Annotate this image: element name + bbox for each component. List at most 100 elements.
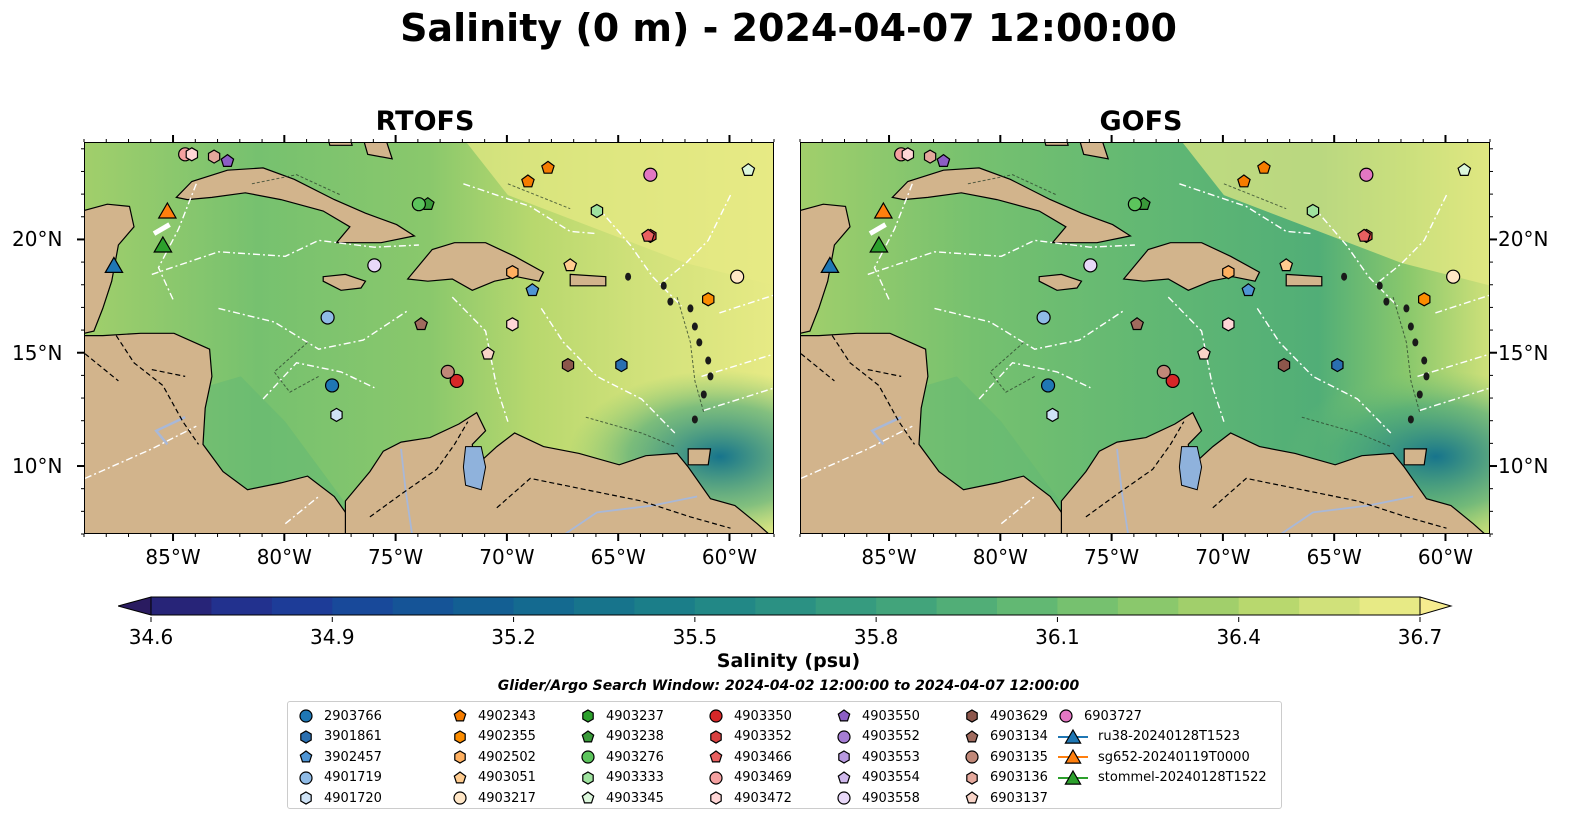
legend-label: 4902502 [478,749,536,765]
island [1423,372,1430,381]
legend-marker-hexagon [454,750,466,764]
land-jam [1038,273,1083,291]
marker-6903136 [923,149,937,164]
colorbar-segment [1178,597,1240,615]
island [1416,390,1423,399]
lon-tick-label: 70°W [479,545,535,569]
marker-2903766 [299,709,313,723]
legend-label: 4903352 [734,729,792,744]
legend-marker-pentagon [965,791,979,804]
legend-item: 4903237 [580,706,664,726]
land-pr [569,273,607,287]
marker-6903727 [1359,167,1374,182]
lon-tick-label: 80°W [972,545,1028,569]
marker-6903134 [1130,317,1145,331]
map-layers [801,143,1489,533]
marker-4902502 [1222,265,1235,280]
marker-4903333 [582,770,594,785]
marker-4902343 [521,174,535,188]
marker-4902355 [1417,292,1431,307]
country-border [151,369,186,377]
legend-item: 4903345 [580,788,664,808]
colorbar-tick-label: 36.4 [1216,625,1261,649]
legend-label: 6903137 [990,790,1048,806]
marker-4903345 [1457,162,1472,177]
land-trin [687,448,712,466]
marker-4902343 [453,709,467,722]
legend-item: 6903134 [964,727,1048,747]
marker-4903466 [709,750,723,763]
marker-4901720 [1046,407,1059,423]
legend-marker-pentagon [453,709,467,722]
marker-ru38-20240128T1523 [1064,728,1082,744]
legend-item: 3902457 [298,747,382,767]
lon-tick-label: 65°W [590,545,646,569]
lake-nicaragua [154,416,186,446]
land-baha1 [328,143,353,146]
marker-4903472 [506,317,519,332]
legend-label: 4903051 [478,770,536,785]
legend-label: 4903553 [862,749,920,765]
island [1383,297,1390,306]
legend-marker-pentagon [299,750,313,763]
legend-marker-triangle-line [1058,748,1088,764]
island [1412,338,1419,347]
country-border [85,353,119,382]
eez-boundary [701,353,773,378]
eez-boundary [540,308,676,434]
marker-4903558 [1083,258,1098,273]
river [564,495,698,533]
legend-label: 4903345 [606,790,664,806]
marker-6903135 [965,750,979,764]
legend-label: 6903135 [990,749,1048,765]
marker-4903237 [582,709,594,723]
marker-6903727 [1059,709,1073,723]
colorbar-segment [513,597,575,615]
legend-item: 4903466 [708,747,792,767]
bathymetry-contour [967,174,1058,196]
eez-boundary [978,362,1091,400]
map-panel-rtofs[interactable] [84,142,774,534]
legend-item: 4903553 [836,747,920,767]
legend-marker-circle [299,709,313,723]
bathymetry-contour [585,416,675,448]
legend-item: 4903472 [708,788,792,808]
colorbar-segment [815,597,877,615]
eez-boundary [1312,205,1398,307]
marker-3902457 [1241,283,1256,297]
lat-tick-label-left: 10°N [12,454,63,479]
legend-label: 4902355 [478,729,536,744]
legend-item: 4903552 [836,727,920,747]
eez-boundary [85,425,197,480]
marker-4901719 [320,310,335,325]
marker-stommel-20240128T1522 [1064,769,1082,785]
land-baha1 [1044,143,1069,146]
marker-4903558 [837,791,851,805]
island [1341,272,1348,281]
lat-tick-label-left: 15°N [12,340,63,365]
lon-tick-label: 85°W [145,545,201,569]
map-panel-gofs[interactable] [800,142,1490,534]
legend-item: 4903238 [580,727,664,747]
legend-item: 4903629 [964,706,1048,726]
island [696,338,703,347]
colorbar-segment [574,597,636,615]
colorbar-tick-label: 36.7 [1397,625,1443,649]
legend-label: 4903552 [862,729,920,744]
legend-label: 3901861 [324,729,382,744]
legend-marker-circle [965,750,979,764]
marker-4903466 [1357,228,1372,242]
lon-tick-label: 75°W [367,545,424,569]
marker-6903727 [643,167,658,182]
lake-maracaibo [462,446,487,491]
legend-item: 4903554 [836,768,920,788]
legend-label: 4903350 [734,708,792,724]
legend-label: ru38-20240128T1523 [1098,729,1241,744]
marker-4903550 [220,153,235,167]
legend-item: 3901861 [298,727,382,747]
colorbar-tick-label: 35.8 [853,625,899,649]
marker-3902457 [525,283,540,297]
panel-title-rtofs: RTOFS [375,106,475,137]
lon-tick-label: 60°W [1417,545,1474,569]
colorbar-segment [1359,597,1421,615]
